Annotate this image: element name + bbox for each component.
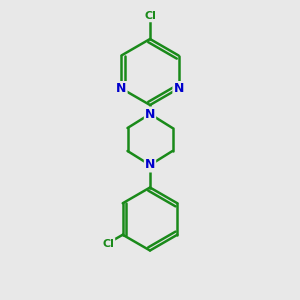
Text: N: N [145, 107, 155, 121]
Text: N: N [173, 82, 184, 95]
Text: N: N [145, 158, 155, 172]
Text: Cl: Cl [144, 11, 156, 21]
Text: Cl: Cl [103, 239, 114, 249]
Text: N: N [116, 82, 127, 95]
